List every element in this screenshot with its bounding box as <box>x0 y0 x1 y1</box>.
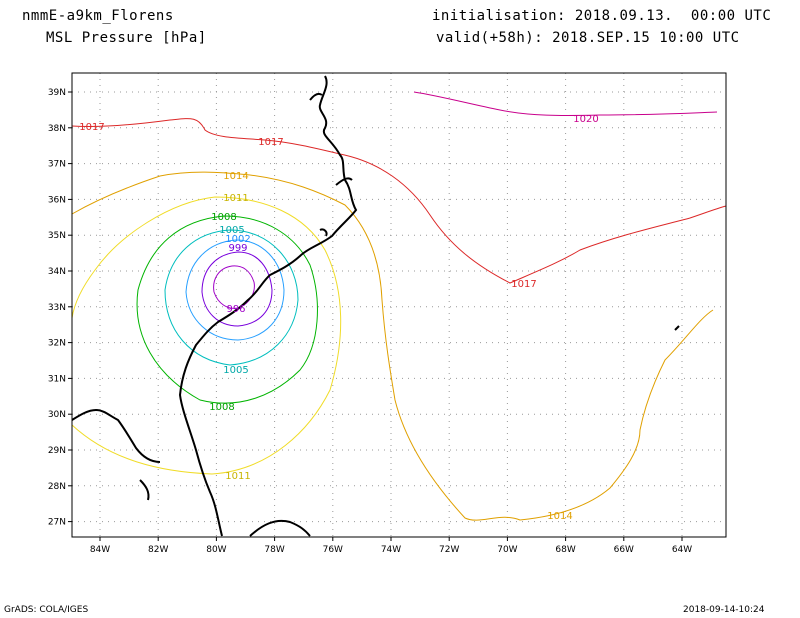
label-1005-south: 1005 <box>223 365 248 376</box>
lon-tick-label: 66W <box>614 545 634 555</box>
lat-tick-label: 30N <box>48 410 66 420</box>
label-1011-north: 1011 <box>223 193 248 204</box>
lon-tick-label: 80W <box>206 545 226 555</box>
lat-tick-label: 33N <box>48 303 66 313</box>
field-title: MSL Pressure [hPa] <box>46 30 207 46</box>
label-1017-west: 1017 <box>79 122 104 133</box>
label-1011-south: 1011 <box>225 471 250 482</box>
lon-tick-label: 64W <box>672 545 692 555</box>
label-1008-south: 1008 <box>209 402 234 413</box>
isobar-1020 <box>413 91 718 116</box>
map-grid <box>72 73 726 537</box>
isobar-996 <box>213 265 255 309</box>
lon-tick-label: 78W <box>264 545 284 555</box>
lon-tick-label: 84W <box>90 545 110 555</box>
isobar-1011 <box>71 196 342 475</box>
lat-tick-label: 39N <box>48 88 66 98</box>
label-999: 999 <box>228 243 247 254</box>
isobar-1017-west <box>71 118 341 155</box>
isobar-999 <box>201 251 273 327</box>
isobar-1002 <box>185 239 285 341</box>
label-1014-south: 1014 <box>547 511 572 522</box>
lon-tick-label: 68W <box>555 545 575 555</box>
isobar-1014-east <box>249 174 714 521</box>
coastline <box>71 75 680 537</box>
axis-ticks: 39N 38N 37N 36N 35N 34N 33N 32N 31N 30N 29N 28N 27N 8… <box>48 88 692 555</box>
lat-tick-label: 38N <box>48 124 66 134</box>
map-frame <box>71 72 727 538</box>
lon-tick-label: 76W <box>323 545 343 555</box>
lat-tick-label: 29N <box>48 446 66 456</box>
label-1017-east: 1017 <box>511 279 536 290</box>
init-time: initialisation: 2018.09.13. 00:00 UTC <box>432 8 772 24</box>
lat-tick-label: 37N <box>48 160 66 170</box>
lon-tick-label: 82W <box>148 545 168 555</box>
lat-tick-label: 34N <box>48 267 66 277</box>
isobars <box>71 91 727 521</box>
lat-tick-label: 27N <box>48 518 66 528</box>
lat-tick-label: 28N <box>48 482 66 492</box>
lon-tick-label: 72W <box>439 545 459 555</box>
isobar-1008 <box>136 215 318 404</box>
label-1014-north: 1014 <box>223 171 248 182</box>
label-1005-north: 1005 <box>219 225 244 236</box>
label-1008-north: 1008 <box>211 212 236 223</box>
lon-tick-label: 70W <box>497 545 517 555</box>
lon-tick-label: 74W <box>381 545 401 555</box>
model-title: nmmE-a9km_Florens <box>22 8 174 24</box>
lat-tick-label: 32N <box>48 339 66 349</box>
isobar-1014-west <box>71 171 251 215</box>
label-996: 996 <box>226 304 245 315</box>
lat-tick-label: 36N <box>48 195 66 205</box>
valid-time: valid(+58h): 2018.SEP.15 10:00 UTC <box>436 30 740 46</box>
lat-tick-label: 35N <box>48 231 66 241</box>
label-1017-mid: 1017 <box>258 137 283 148</box>
isobar-1005 <box>164 229 299 366</box>
isobar-labels: 1020 1017 1017 1017 1014 1014 1011 1011 … <box>79 114 598 522</box>
software-credit: GrADS: COLA/IGES <box>4 605 89 615</box>
label-1020: 1020 <box>573 114 598 125</box>
lat-tick-label: 31N <box>48 374 66 384</box>
render-timestamp: 2018-09-14-10:24 <box>683 605 765 615</box>
isobar-1017-east <box>339 153 727 284</box>
label-1002: 1002 <box>225 234 250 245</box>
